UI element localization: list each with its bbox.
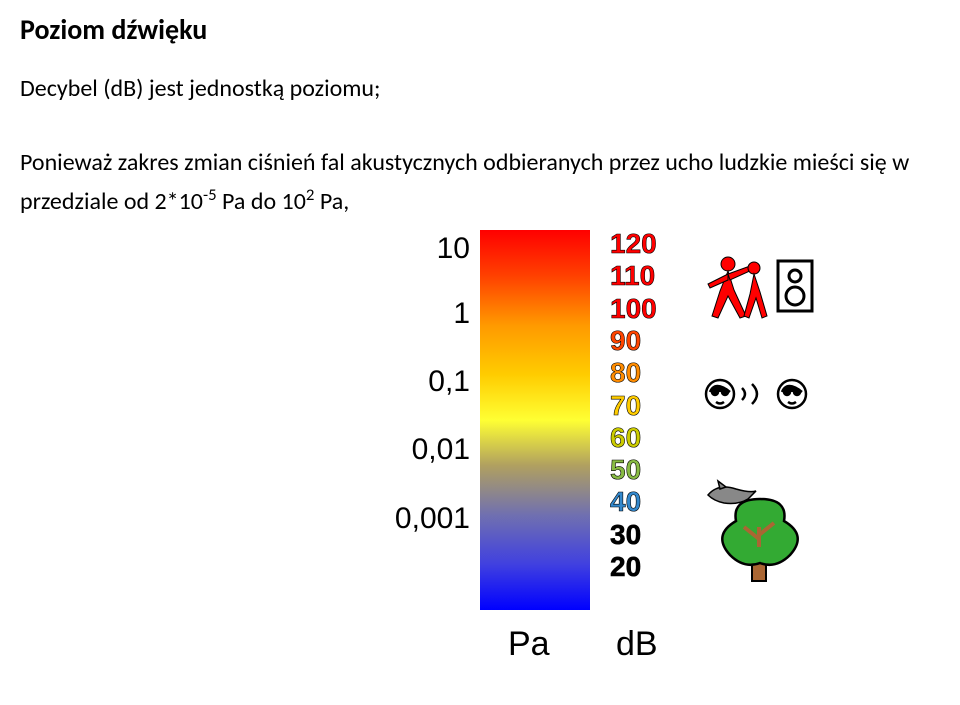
db-label: 80 — [610, 357, 690, 389]
db-label: 120 — [610, 228, 690, 260]
db-label: 70 — [610, 390, 690, 422]
talking-heads-icon — [700, 372, 830, 427]
pa-label: 0,1 — [320, 365, 470, 399]
pa-axis-label: Pa — [508, 625, 550, 664]
pa-scale-column: 10 1 0,1 0,01 0,001 — [320, 230, 470, 610]
body-paragraph: Decybel (dB) jest jednostką poziomu; Pon… — [20, 70, 920, 220]
db-scale-column: 1201101009080706050403020 — [610, 230, 690, 610]
pa-label: 0,001 — [320, 502, 470, 536]
db-label: 60 — [610, 422, 690, 454]
color-gradient-bar — [480, 230, 590, 610]
bird-tree-icon — [700, 477, 820, 592]
page-title: Poziom dźwięku — [20, 12, 207, 47]
superscript-1: -5 — [203, 184, 217, 205]
dancer-speaker-icon — [700, 246, 820, 331]
db-label: 100 — [610, 293, 690, 325]
db-label: 20 — [610, 551, 690, 583]
sound-level-chart: 10 1 0,1 0,01 0,001 120110100908070605040302… — [320, 230, 860, 690]
pa-label: 1 — [320, 297, 470, 331]
db-label: 90 — [610, 325, 690, 357]
para-line-1: Decybel (dB) jest jednostką poziomu; — [20, 74, 380, 103]
pa-label: 0,01 — [320, 433, 470, 467]
db-label: 110 — [610, 260, 690, 292]
page: Poziom dźwięku Decybel (dB) jest jednost… — [0, 0, 960, 705]
pa-label: 10 — [320, 232, 470, 266]
para-line-2a: Ponieważ zakres zmian ciśnień fal akusty… — [20, 148, 909, 215]
icons-column — [700, 230, 850, 610]
db-axis-label: dB — [616, 625, 658, 664]
para-line-2b: Pa do 10 — [217, 187, 306, 216]
db-label: 40 — [610, 486, 690, 518]
db-label: 50 — [610, 454, 690, 486]
db-label: 30 — [610, 519, 690, 551]
gradient-svg — [480, 230, 590, 610]
para-line-2c: Pa, — [314, 187, 349, 216]
